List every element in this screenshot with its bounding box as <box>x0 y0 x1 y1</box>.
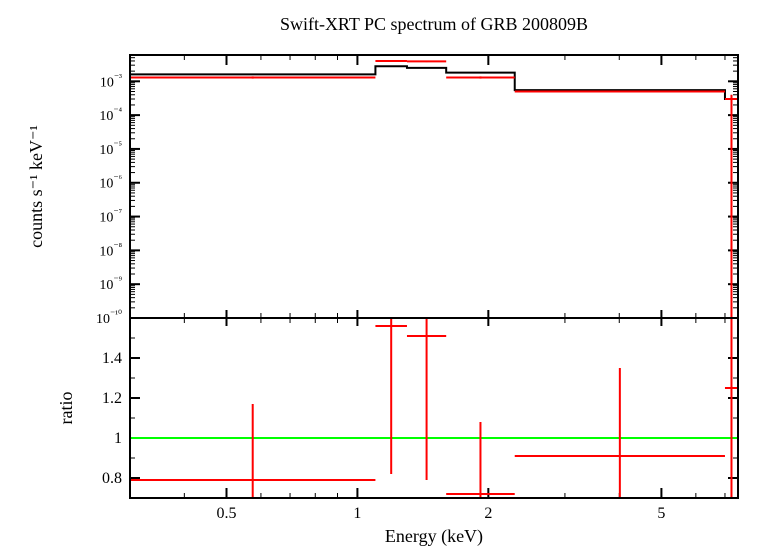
top-panel-frame-over <box>130 55 738 318</box>
top-panel-frame <box>130 55 738 318</box>
x-tick-label: 1 <box>353 505 361 522</box>
x-axis-label: Energy (keV) <box>385 526 483 547</box>
y2-axis-label: ratio <box>56 392 76 425</box>
y2-tick-label: 1 <box>114 430 122 447</box>
y1-tick-label: 10⁻⁵ <box>99 140 122 158</box>
x-tick-label: 2 <box>484 505 492 522</box>
y2-tick-label: 1.2 <box>102 390 122 407</box>
y1-axis-label: counts s⁻¹ keV⁻¹ <box>26 125 46 248</box>
chart-title: Swift-XRT PC spectrum of GRB 200809B <box>280 14 588 34</box>
y1-tick-label: 10⁻⁶ <box>99 174 122 192</box>
model-step-line <box>130 66 738 99</box>
top-data-group <box>130 60 738 318</box>
y1-tick-label: 10⁻⁸ <box>99 241 122 259</box>
y2-tick-label: 0.8 <box>102 470 122 487</box>
y1-tick-label: 10⁻⁷ <box>99 208 122 226</box>
y2-tick-label: 1.4 <box>102 350 122 367</box>
chart-container: Swift-XRT PC spectrum of GRB 200809B 0.5 1… <box>0 0 758 556</box>
y1-tick-label: 10⁻¹⁰ <box>96 309 122 327</box>
y1-tick-label: 10⁻³ <box>100 72 122 90</box>
y1-tick-label: 10⁻⁴ <box>99 106 122 124</box>
x-tick-label: 0.5 <box>216 505 236 522</box>
bottom-panel-frame <box>130 318 738 498</box>
bottom-data-group <box>130 318 738 498</box>
chart-svg: Swift-XRT PC spectrum of GRB 200809B 0.5 1… <box>0 0 758 556</box>
x-tick-label: 5 <box>657 505 665 522</box>
y1-tick-label: 10⁻⁹ <box>99 275 122 293</box>
bottom-panel-frame-over <box>130 318 738 498</box>
